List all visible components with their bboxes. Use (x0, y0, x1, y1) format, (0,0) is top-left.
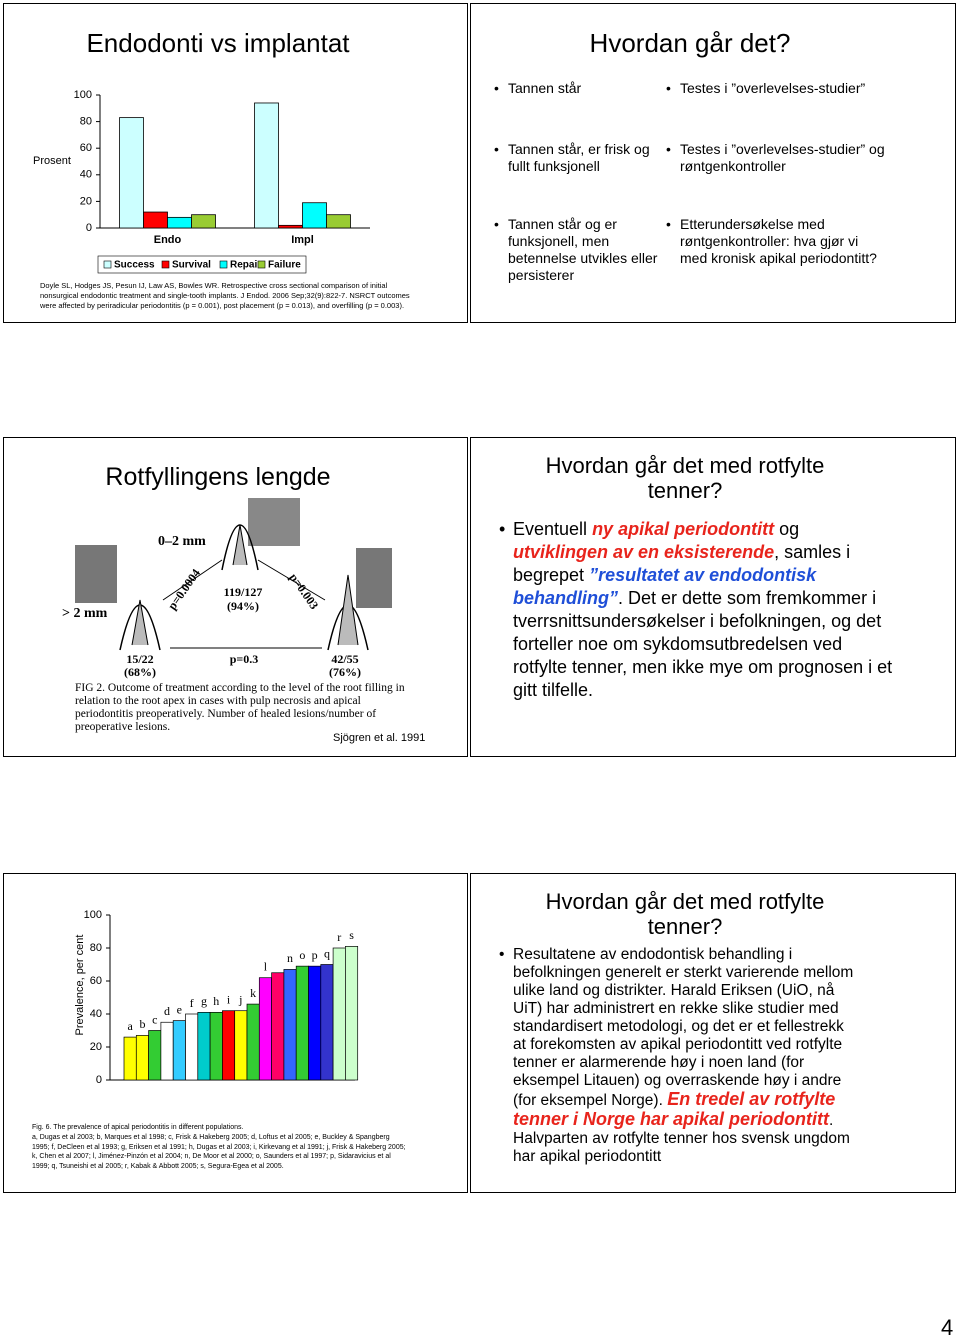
bullet: Tannen står, er frisk og fullt funksjone… (494, 141, 658, 175)
text-run: En tredel av rotfylte tenner i Norge har… (513, 1089, 836, 1129)
bullet: Tannen står (494, 80, 658, 97)
bullet: Resultatene av endodontisk behandling i … (499, 946, 858, 1166)
slide-frame (3, 437, 468, 757)
bullet: Etterundersøkelse med røntgenkontroller:… (666, 216, 885, 267)
credit: Sjögren et al. 1991 (333, 732, 426, 744)
bullet: Testes i ”overlevelses-studier” (666, 80, 885, 97)
slide-frame (470, 437, 956, 757)
slide-title: Endodonti vs implantat (86, 28, 350, 58)
page-number: 4 (941, 1315, 954, 1340)
text-run: Resultatene av endodontisk behandling i … (513, 946, 854, 1109)
slide-frame (470, 873, 956, 1193)
text-run: ny apikal periodontitt (592, 519, 775, 539)
slide-title: Rotfyllingens lengde (105, 463, 331, 491)
bullet: Testes i ”overlevelses-studier” og røntg… (666, 141, 885, 175)
text-run: . Det er dette som fremkommer i tverrsni… (513, 588, 893, 700)
text-run: ”resultatet av endodontisk behandling” (513, 565, 817, 608)
bullet: Eventuell ny apikal periodontitt og utvi… (499, 518, 898, 702)
bullet: Tannen står og er funksjonell, men beten… (494, 216, 658, 284)
figure-caption: Fig. 6. The prevalence of apical periodo… (32, 1124, 244, 1131)
slide-title: Hvordan går det med rotfylte tenner? (545, 453, 825, 503)
text-run: og (774, 519, 800, 539)
figure-caption: FIG 2. Outcome of treatment according to… (75, 682, 405, 733)
text-run: utviklingen av en eksisterende (513, 542, 775, 562)
slide-frame (3, 873, 468, 1193)
slide-title: Hvordan går det? (589, 28, 791, 58)
text-run: . Halvparten av rotfylte tenner hos sven… (513, 1112, 850, 1165)
slide-frame (3, 3, 468, 323)
text-run: , samles i begrepet (513, 542, 851, 585)
text-run: Eventuell (513, 519, 593, 539)
slide-frame (470, 3, 956, 323)
slide-title: Hvordan går det med rotfylte tenner? (545, 889, 825, 939)
references: a, Dugas et al 2003; b, Marques et al 19… (32, 1134, 406, 1170)
reference: Doyle SL, Hodges JS, Pesun IJ, Law AS, B… (40, 281, 410, 310)
